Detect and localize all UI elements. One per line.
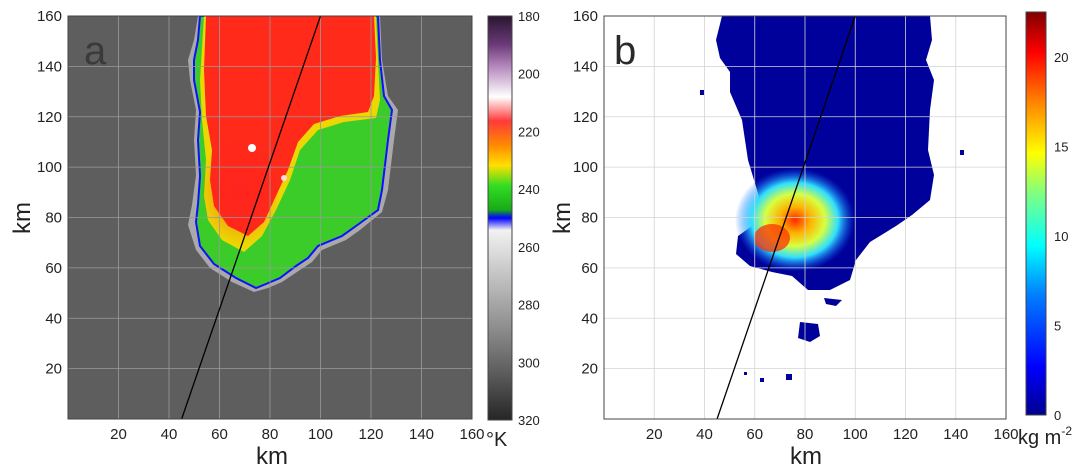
x-axis-label-b: km xyxy=(790,443,822,468)
colorbar-a-ticks: 180 200 220 240 260 280 300 320 xyxy=(518,9,540,428)
cloud-fragment-b2 xyxy=(824,298,842,306)
y-tick-label-a: 80 xyxy=(45,210,62,227)
y-tick-label-a: 100 xyxy=(37,159,62,176)
panel-b: b 20 40 60 80 100 120 140 160204060801001201401… xyxy=(549,8,1072,468)
colorbar-tick-label-b: 5 xyxy=(1054,318,1061,333)
panel-a: a 20 40 60 80 100 120 140 160 20 40 60 80 100 120 140 1… xyxy=(9,8,540,468)
x-tick-label-a: 80 xyxy=(262,426,279,443)
colorbar-tick-label-a: 280 xyxy=(518,298,540,313)
cloud-fragment-b6 xyxy=(700,90,704,95)
colorbar-a-unit: °K xyxy=(486,429,508,451)
y-tick-label-a: 40 xyxy=(45,310,62,327)
transect-line-a xyxy=(181,15,322,420)
y-tick-label-b: 140 xyxy=(573,58,598,75)
x-tick-label-a: 160 xyxy=(459,426,484,443)
x-tick-label-b: 40 xyxy=(696,426,713,443)
transect-line-b xyxy=(716,15,856,420)
x-tick-label-a: 40 xyxy=(161,426,178,443)
panel-b-label: b xyxy=(614,29,636,73)
colorbar-b-unit: kg m-2 xyxy=(1018,424,1072,449)
colorbar-b-ticks: 0 5 10 15 20 xyxy=(1054,50,1068,423)
x-tick-label-b: 140 xyxy=(943,426,968,443)
y-tick-label-a: 140 xyxy=(37,58,62,75)
y-axis-label-b: km xyxy=(549,202,576,234)
colorbar-tick-label-b: 0 xyxy=(1054,408,1061,423)
cloud-fragment-b1 xyxy=(798,322,820,342)
colorbar-tick-label-b: 10 xyxy=(1054,229,1068,244)
x-tick-label-b: 60 xyxy=(746,426,763,443)
colorbar-b-unit-exponent: -2 xyxy=(1061,424,1072,438)
ticks-b: 20 40 60 80 100 120 140 160 20 40 60 80 100 120 140 160 xyxy=(573,8,1019,443)
colorbar-tick-label-a: 180 xyxy=(518,9,540,24)
y-tick-label-b: 20 xyxy=(581,361,598,378)
x-tick-label-b: 160 xyxy=(993,426,1018,443)
cloud-hotspot-a2 xyxy=(281,175,287,181)
colorbar-b xyxy=(1025,11,1047,416)
y-tick-label-a: 60 xyxy=(45,260,62,277)
x-axis-label-a: km xyxy=(256,443,288,468)
colorbar-tick-label-a: 240 xyxy=(518,182,540,197)
y-tick-label-b: 60 xyxy=(581,260,598,277)
colorbar-tick-label-b: 20 xyxy=(1054,50,1068,65)
y-tick-label-a: 20 xyxy=(45,361,62,378)
colorbar-tick-label-a: 260 xyxy=(518,240,540,255)
colorbar-tick-label-a: 300 xyxy=(518,355,540,370)
y-tick-label-b: 40 xyxy=(581,310,598,327)
x-tick-label-b: 80 xyxy=(797,426,814,443)
cloud-fragment-b5 xyxy=(744,372,747,375)
colorbar-b-unit-text: kg m xyxy=(1018,427,1061,449)
cloud-fragment-b4 xyxy=(760,378,764,382)
cloud-fragment-b3 xyxy=(786,374,792,380)
y-tick-label-b: 80 xyxy=(581,210,598,227)
panel-b-frame xyxy=(603,15,1007,420)
y-tick-label-b: 160 xyxy=(573,8,598,25)
y-tick-label-b: 120 xyxy=(573,109,598,126)
x-tick-label-a: 140 xyxy=(409,426,434,443)
x-tick-label-a: 60 xyxy=(211,426,228,443)
colorbar-tick-label-b: 15 xyxy=(1054,139,1068,154)
colorbar-tick-label-a: 200 xyxy=(518,67,540,82)
colorbar-a xyxy=(487,15,513,421)
colorbar-tick-label-a: 220 xyxy=(518,124,540,139)
cloud-hotspot-a xyxy=(248,144,256,152)
panel-a-frame xyxy=(67,15,473,420)
cloud-core-a xyxy=(200,135,280,245)
panel-a-label: a xyxy=(84,29,107,73)
x-tick-label-b: 100 xyxy=(843,426,868,443)
x-tick-label-a: 120 xyxy=(358,426,383,443)
colorbar-tick-label-a: 320 xyxy=(518,413,540,428)
x-tick-label-a: 100 xyxy=(308,426,333,443)
cloud-core-b xyxy=(735,168,855,272)
ticks-a: 20 40 60 80 100 120 140 160 20 40 60 80 100 120 140 160 xyxy=(37,8,485,443)
x-tick-label-b: 20 xyxy=(646,426,663,443)
x-tick-label-b: 120 xyxy=(893,426,918,443)
y-axis-label-a: km xyxy=(9,202,36,234)
y-tick-label-b: 100 xyxy=(573,159,598,176)
y-tick-label-a: 160 xyxy=(37,8,62,25)
y-tick-label-a: 120 xyxy=(37,109,62,126)
cloud-fragment-b7 xyxy=(960,150,964,155)
x-tick-label-a: 20 xyxy=(110,426,127,443)
cloud-hotspot-b xyxy=(754,224,790,252)
